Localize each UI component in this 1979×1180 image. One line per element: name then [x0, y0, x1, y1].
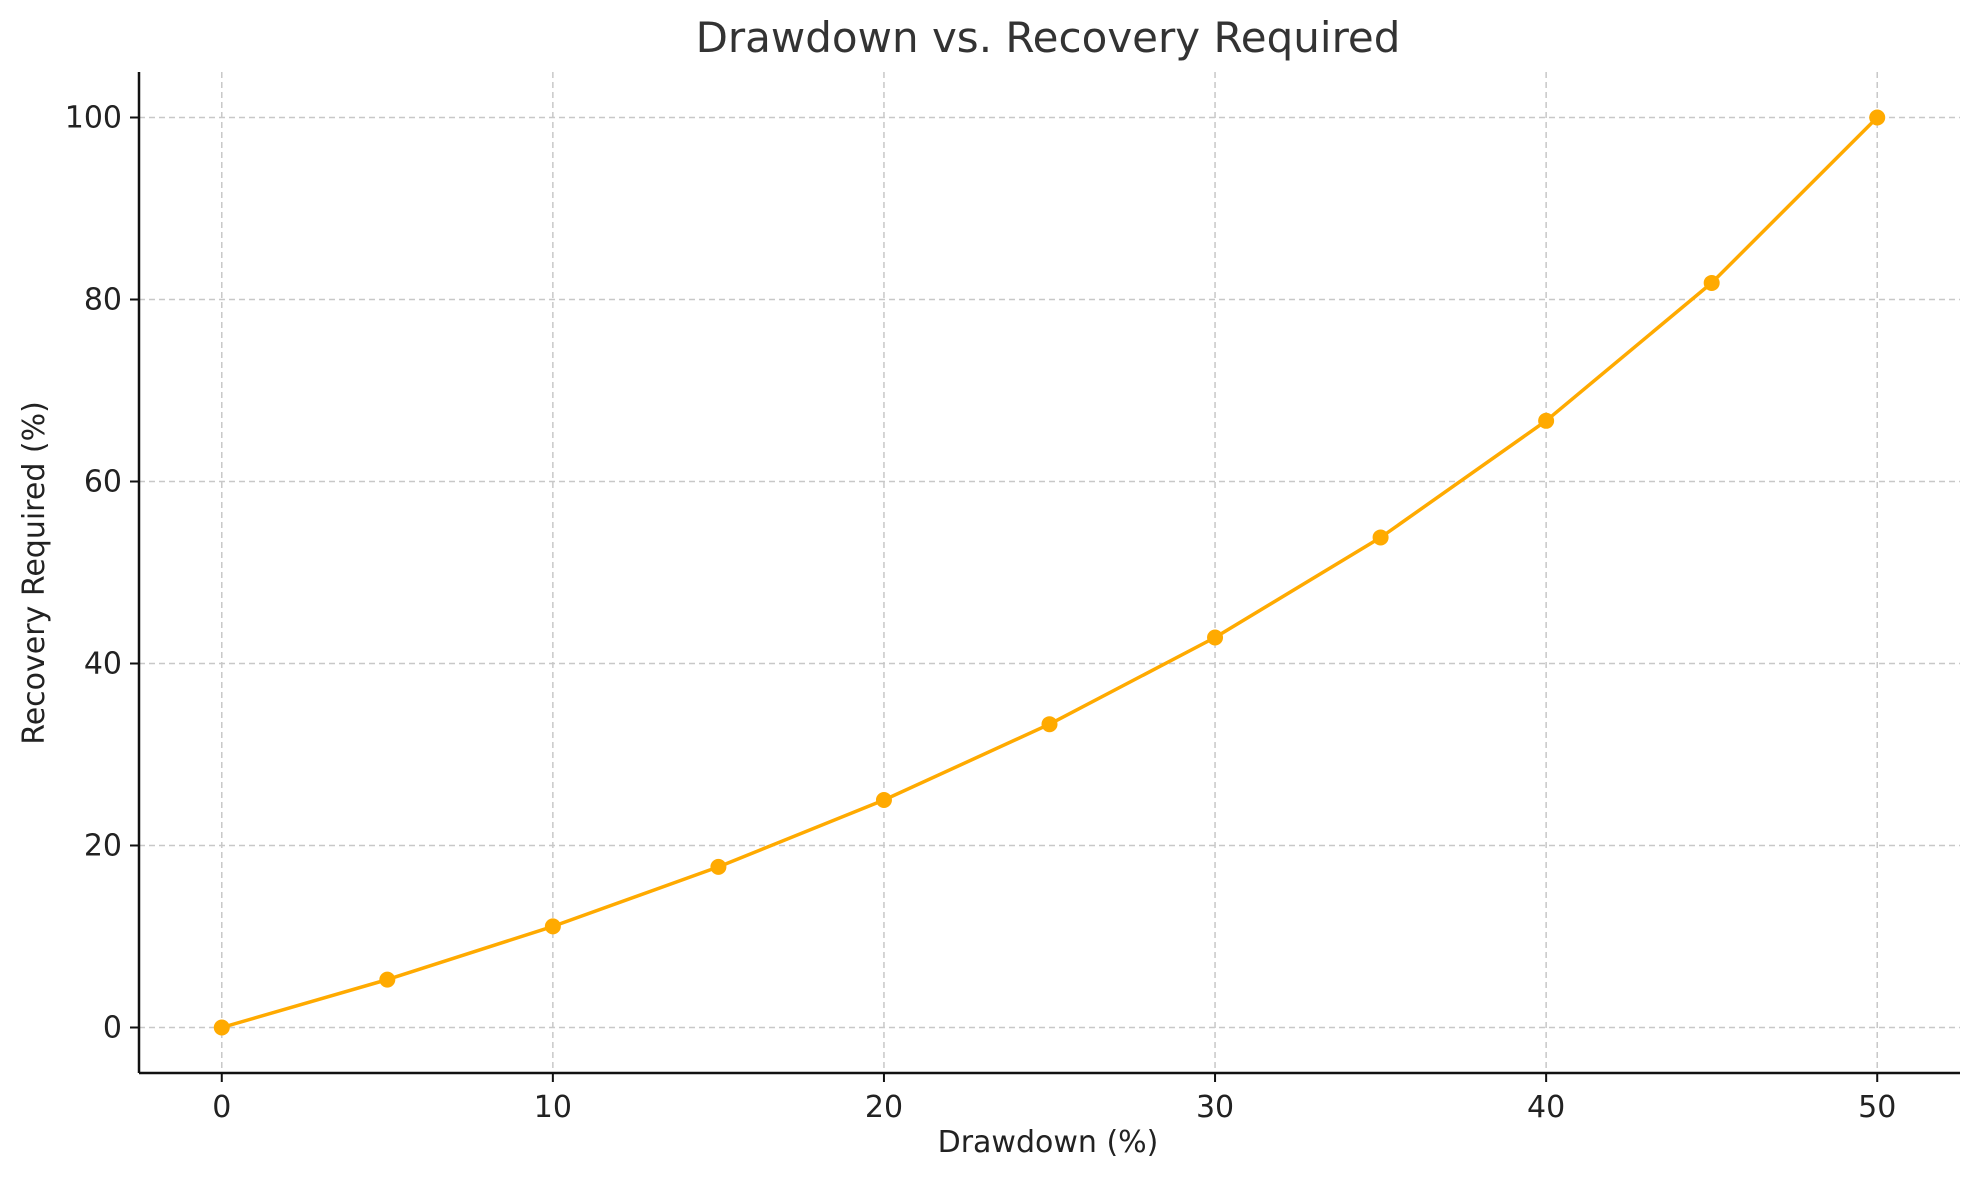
data-point — [1869, 109, 1886, 126]
data-point — [1041, 716, 1058, 733]
x-tick-label: 0 — [212, 1090, 231, 1125]
series-layer — [213, 109, 1886, 1036]
y-axis-label: Recovery Required (%) — [17, 401, 52, 745]
y-tick-label: 60 — [84, 465, 122, 500]
data-point — [1703, 274, 1720, 291]
data-point — [1372, 529, 1389, 546]
data-point — [213, 1019, 230, 1036]
data-point — [379, 971, 396, 988]
axes: 0 10 20 30 40 50 0 20 40 60 80 100 — [65, 72, 1960, 1125]
y-tick-label: 100 — [65, 101, 122, 136]
x-tick-label: 50 — [1858, 1090, 1896, 1125]
y-tick-label: 0 — [103, 1011, 122, 1046]
grid — [139, 72, 1960, 1073]
x-axis-label: Drawdown (%) — [938, 1125, 1159, 1160]
series-line — [221, 116, 1879, 1030]
data-point — [544, 918, 561, 935]
y-tick-label: 20 — [84, 829, 122, 864]
y-tick-label: 80 — [84, 283, 122, 318]
data-point — [710, 858, 727, 875]
data-point — [875, 792, 892, 808]
data-point — [1538, 412, 1555, 429]
x-tick-label: 40 — [1527, 1090, 1565, 1125]
y-tick-label: 40 — [84, 647, 122, 682]
chart-title: Drawdown vs. Recovery Required — [696, 13, 1401, 62]
data-point — [1207, 629, 1224, 646]
x-tick-label: 20 — [865, 1090, 903, 1125]
x-tick-label: 10 — [534, 1090, 572, 1125]
x-tick-label: 30 — [1196, 1090, 1234, 1125]
